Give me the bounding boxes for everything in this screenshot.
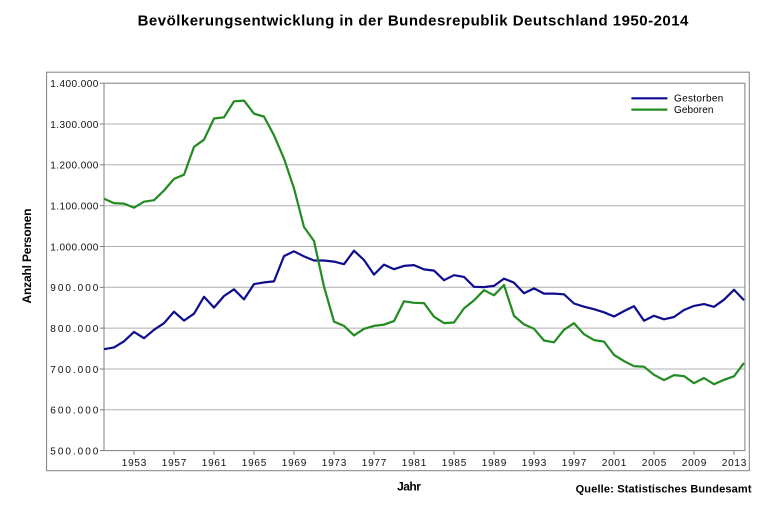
svg-text:1985: 1985 [442, 458, 467, 469]
svg-text:1.200.000: 1.200.000 [50, 161, 98, 172]
svg-text:800.000: 800.000 [50, 324, 98, 335]
svg-text:700.000: 700.000 [50, 365, 98, 376]
svg-text:2001: 2001 [602, 458, 627, 469]
svg-text:Jahr: Jahr [397, 480, 421, 494]
svg-text:1965: 1965 [242, 458, 267, 469]
svg-text:Gestorben: Gestorben [674, 94, 723, 105]
svg-text:1.100.000: 1.100.000 [50, 202, 98, 213]
svg-text:1969: 1969 [282, 458, 307, 469]
svg-text:1997: 1997 [562, 458, 587, 469]
svg-text:1993: 1993 [522, 458, 547, 469]
svg-text:1.400.000: 1.400.000 [50, 79, 98, 90]
svg-text:2005: 2005 [642, 458, 667, 469]
svg-text:Bevölkerungsentwicklung in der: Bevölkerungsentwicklung in der Bundesrep… [138, 13, 689, 30]
svg-text:1.300.000: 1.300.000 [50, 120, 98, 131]
svg-text:2013: 2013 [722, 458, 747, 469]
svg-text:Anzahl Personen: Anzahl Personen [20, 209, 34, 304]
svg-text:1981: 1981 [402, 458, 427, 469]
svg-text:600.000: 600.000 [50, 406, 98, 417]
svg-text:1957: 1957 [162, 458, 187, 469]
svg-text:Geboren: Geboren [674, 105, 713, 116]
svg-text:1973: 1973 [322, 458, 347, 469]
svg-text:Quelle: Statistisches Bundesam: Quelle: Statistisches Bundesamt [576, 483, 752, 495]
svg-text:1977: 1977 [362, 458, 387, 469]
svg-text:1989: 1989 [482, 458, 507, 469]
svg-text:500.000: 500.000 [50, 447, 98, 458]
svg-text:1961: 1961 [202, 458, 227, 469]
svg-text:2009: 2009 [682, 458, 707, 469]
svg-text:1953: 1953 [122, 458, 147, 469]
svg-text:900.000: 900.000 [50, 283, 98, 294]
svg-text:1.000.000: 1.000.000 [50, 242, 98, 253]
